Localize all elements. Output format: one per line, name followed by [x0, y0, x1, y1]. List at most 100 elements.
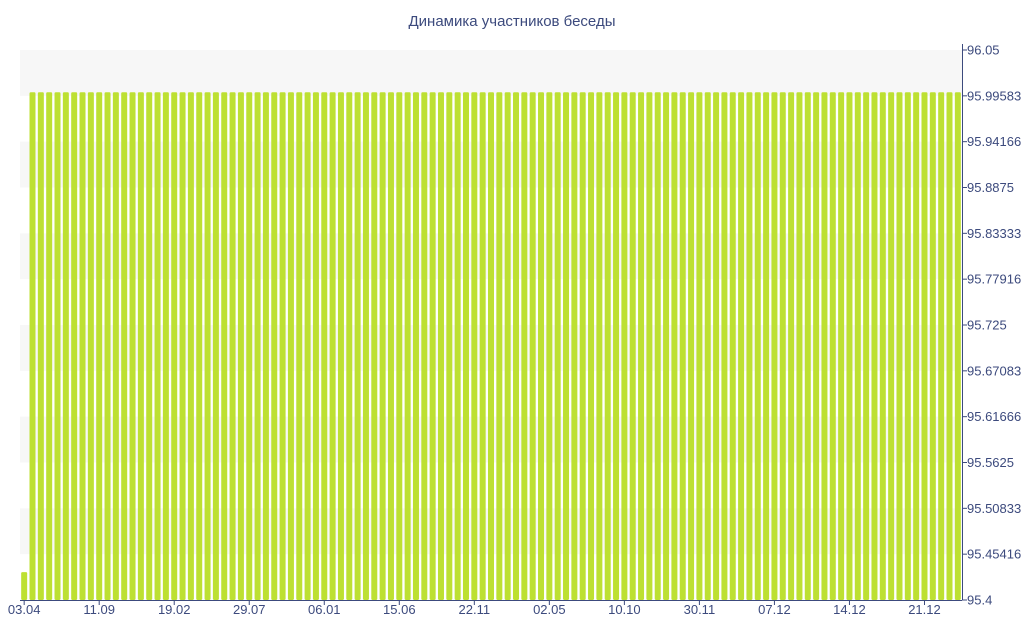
bar: [946, 92, 953, 601]
x-tick-label: 21.12: [908, 602, 941, 617]
bar: [346, 92, 353, 601]
bar: [471, 92, 478, 601]
y-tick: 95.67083: [962, 363, 1021, 378]
bar: [571, 92, 578, 601]
bar: [379, 92, 386, 601]
grid-band: [20, 50, 962, 96]
y-tick-label: 95.50833: [967, 501, 1021, 516]
bar: [579, 92, 586, 601]
bar: [829, 92, 836, 601]
bar: [871, 92, 878, 601]
y-tick: 95.94166: [962, 134, 1021, 149]
x-tick: 06.01: [308, 600, 341, 617]
x-tick-label: 19.02: [158, 602, 191, 617]
x-tick: 14.12: [833, 600, 866, 617]
x-tick: 21.12: [908, 600, 941, 617]
y-tick: 95.61666: [962, 409, 1021, 424]
y-tick-label: 95.45416: [967, 547, 1021, 562]
bar: [904, 92, 911, 601]
bar: [504, 92, 511, 601]
bar: [237, 92, 244, 601]
bar: [54, 92, 61, 601]
y-tick-label: 95.77916: [967, 272, 1021, 287]
bar: [554, 92, 561, 601]
x-tick: 22.11: [459, 600, 490, 617]
x-tick-label: 02.05: [533, 602, 566, 617]
y-tick-label: 95.8875: [967, 180, 1014, 195]
y-tick-label: 96.05: [967, 43, 1000, 58]
bar: [754, 92, 761, 601]
x-tick: 02.05: [533, 600, 566, 617]
y-tick: 95.5625: [962, 455, 1014, 470]
x-tick: 10.10: [608, 600, 641, 617]
bar: [179, 92, 186, 601]
bar: [746, 92, 753, 601]
x-tick-label: 07.12: [758, 602, 791, 617]
bar: [221, 92, 228, 601]
bar: [646, 92, 653, 601]
bar: [79, 92, 86, 601]
y-tick-label: 95.725: [967, 318, 1007, 333]
bar: [913, 92, 920, 601]
bar: [721, 92, 728, 601]
bar: [354, 92, 361, 601]
bar: [146, 92, 153, 601]
bar: [846, 92, 853, 601]
bar: [312, 92, 319, 601]
y-tick: 95.725: [962, 318, 1007, 333]
bar: [629, 92, 636, 601]
y-tick-label: 95.94166: [967, 134, 1021, 149]
bar: [437, 92, 444, 601]
bar: [429, 92, 436, 601]
y-tick: 95.8875: [962, 180, 1014, 195]
bar: [121, 92, 128, 601]
bar: [96, 92, 103, 601]
x-tick: 30.11: [684, 600, 715, 617]
x-tick: 19.02: [158, 600, 191, 617]
bar: [162, 92, 169, 601]
y-tick: 95.45416: [962, 547, 1021, 562]
bar: [796, 92, 803, 601]
bar: [513, 92, 520, 601]
bar: [479, 92, 486, 601]
bar: [204, 92, 211, 601]
bar: [546, 92, 553, 601]
x-tick-label: 15.06: [383, 602, 416, 617]
bar: [588, 92, 595, 601]
y-tick: 95.77916: [962, 272, 1021, 287]
bar: [763, 92, 770, 601]
x-axis: 03.04 11.09 19.02 29.07 06.01 15.06 22.11 02.05…: [8, 600, 962, 617]
bar: [596, 92, 603, 601]
bar: [387, 92, 394, 601]
bar: [496, 92, 503, 601]
bar: [171, 92, 178, 601]
bar: [696, 92, 703, 601]
x-tick-label: 03.04: [8, 602, 41, 617]
bar: [254, 92, 261, 601]
bar: [838, 92, 845, 601]
bar: [412, 92, 419, 601]
bar: [688, 92, 695, 601]
x-tick-label: 11.09: [83, 602, 115, 617]
bar: [888, 92, 895, 601]
bar: [304, 92, 311, 601]
bar: [196, 92, 203, 601]
bar: [638, 92, 645, 601]
bar: [246, 92, 253, 601]
bar: [337, 92, 344, 601]
bar: [21, 572, 28, 600]
x-tick-label: 29.07: [233, 602, 266, 617]
bar: [421, 92, 428, 601]
bar: [729, 92, 736, 601]
bar: [112, 92, 119, 601]
bar: [454, 92, 461, 601]
bar: [921, 92, 928, 601]
bar: [446, 92, 453, 601]
bar: [938, 92, 945, 601]
bar: [212, 92, 219, 601]
x-tick: 29.07: [233, 600, 266, 617]
bar: [663, 92, 670, 601]
bar: [821, 92, 828, 601]
x-tick: 07.12: [758, 600, 791, 617]
